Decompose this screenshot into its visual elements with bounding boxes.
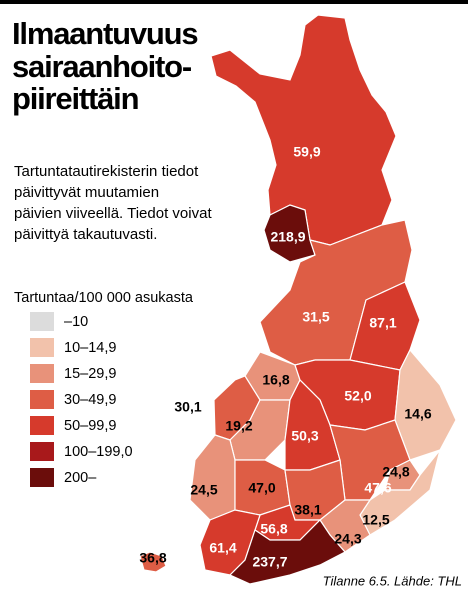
region-value: 47,0 <box>248 480 275 496</box>
region <box>189 434 236 521</box>
region-value: 47,6 <box>364 480 391 496</box>
description-line: päivittyä takautuvasti. <box>14 226 157 243</box>
legend-label: 10–14,9 <box>64 340 116 356</box>
region-value: 87,1 <box>369 315 396 331</box>
legend-label: –10 <box>64 314 88 330</box>
legend-label: 100–199,0 <box>64 444 133 460</box>
region-value: 52,0 <box>344 388 371 404</box>
legend-label: 15–29,9 <box>64 366 116 382</box>
legend-swatch <box>30 312 54 331</box>
title-line: piireittäin <box>12 81 139 116</box>
legend-swatch <box>30 364 54 383</box>
region-value: 19,2 <box>225 418 252 434</box>
legend-title: Tartuntaa/100 000 asukasta <box>14 290 194 306</box>
region-value: 237,7 <box>252 554 287 570</box>
legend-swatch <box>30 416 54 435</box>
description-line: Tartuntatautirekisterin tiedot <box>14 163 199 180</box>
legend-label: 50–99,9 <box>64 418 116 434</box>
region-value: 56,8 <box>260 521 287 537</box>
legend: –10 10–14,9 15–29,9 30–49,9 50–99,9 100–199,0… <box>30 312 133 487</box>
region-value: 61,4 <box>209 540 236 556</box>
region-value: 59,9 <box>293 144 320 160</box>
description-line: päivien viiveellä. Tiedot voivat <box>14 205 212 222</box>
legend-label: 30–49,9 <box>64 392 116 408</box>
region-value: 16,8 <box>262 372 289 388</box>
region <box>228 519 346 585</box>
top-rule <box>0 0 468 4</box>
map: 59,9 218,9 31,5 87,1 16,8 30,1 19,2 52,0 14,6 50,… <box>139 14 457 585</box>
region-value: 50,3 <box>291 428 318 444</box>
region-value: 31,5 <box>302 309 329 325</box>
legend-label: 200– <box>64 470 97 486</box>
region-value: 218,9 <box>270 229 305 245</box>
legend-swatch <box>30 338 54 357</box>
region-value: 30,1 <box>174 399 201 415</box>
legend-swatch <box>30 442 54 461</box>
region-value: 24,3 <box>334 531 361 547</box>
title-line: Ilmaantuvuus <box>12 16 197 51</box>
region-value: 12,5 <box>362 512 389 528</box>
source: Tilanne 6.5. Lähde: THL <box>323 573 462 588</box>
legend-swatch <box>30 390 54 409</box>
title-line: sairaanhoito- <box>12 49 192 84</box>
region <box>139 551 167 573</box>
region-value: 14,6 <box>404 406 431 422</box>
legend-swatch <box>30 468 54 487</box>
region-value: 36,8 <box>139 550 166 566</box>
region-value: 38,1 <box>294 502 321 518</box>
region-value: 24,8 <box>382 464 409 480</box>
description-line: päivittyvät muutamien <box>14 184 159 201</box>
region-value: 24,5 <box>190 482 217 498</box>
